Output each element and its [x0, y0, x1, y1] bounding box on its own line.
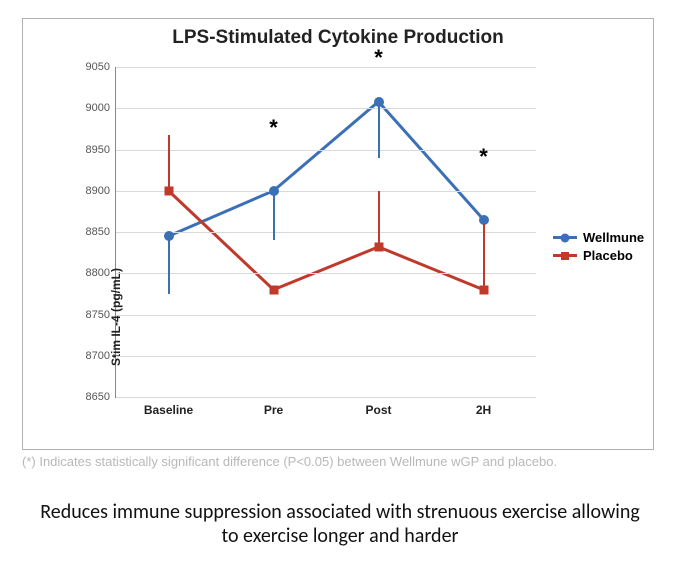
gridline [116, 273, 536, 274]
y-tick-label: 8850 [86, 226, 110, 238]
caption: Reduces immune suppression associated wi… [40, 500, 640, 548]
y-tick-label: 8750 [86, 309, 110, 321]
y-tick-label: 8950 [86, 144, 110, 156]
chart-container: LPS-Stimulated Cytokine Production Stim … [22, 18, 654, 450]
y-tick-label: 8700 [86, 350, 110, 362]
y-tick-label: 8650 [86, 391, 110, 403]
error-bar [168, 236, 170, 294]
error-bar [378, 191, 380, 247]
legend-item: Placebo [553, 248, 644, 263]
gridline [116, 356, 536, 357]
error-bar [168, 135, 170, 191]
series-marker-wellmune [164, 231, 174, 241]
significance-star: * [479, 144, 488, 170]
series-marker-placebo [269, 285, 278, 294]
error-bar [483, 224, 485, 290]
plot-area: Stim IL-4 (pg/mL) 8650870087508800885089… [115, 67, 536, 398]
series-line-placebo [169, 191, 484, 290]
series-marker-wellmune [269, 186, 279, 196]
series-line-wellmune [169, 102, 484, 236]
significance-star: * [374, 45, 383, 71]
series-marker-placebo [164, 186, 173, 195]
series-marker-placebo [374, 242, 383, 251]
y-tick-label: 9050 [86, 61, 110, 73]
error-bar [378, 102, 380, 158]
error-bar [273, 191, 275, 241]
x-tick-label: Post [365, 403, 391, 417]
legend-label: Placebo [583, 248, 633, 263]
gridline [116, 108, 536, 109]
legend-label: Wellmune [583, 230, 644, 245]
chart-title: LPS-Stimulated Cytokine Production [23, 27, 653, 49]
gridline [116, 232, 536, 233]
gridline [116, 150, 536, 151]
figure-root: LPS-Stimulated Cytokine Production Stim … [0, 0, 686, 576]
gridline [116, 191, 536, 192]
significance-star: * [269, 115, 278, 141]
gridline [116, 397, 536, 398]
series-marker-wellmune [374, 97, 384, 107]
gridline [116, 67, 536, 68]
x-tick-label: Baseline [144, 403, 193, 417]
legend-item: Wellmune [553, 230, 644, 245]
gridline [116, 315, 536, 316]
footnote: (*) Indicates statistically significant … [22, 454, 662, 471]
y-tick-label: 8900 [86, 185, 110, 197]
y-tick-label: 8800 [86, 267, 110, 279]
y-tick-label: 9000 [86, 102, 110, 114]
legend: Wellmune Placebo [553, 227, 644, 266]
series-marker-placebo [479, 285, 488, 294]
x-tick-label: Pre [264, 403, 283, 417]
x-tick-label: 2H [476, 403, 491, 417]
